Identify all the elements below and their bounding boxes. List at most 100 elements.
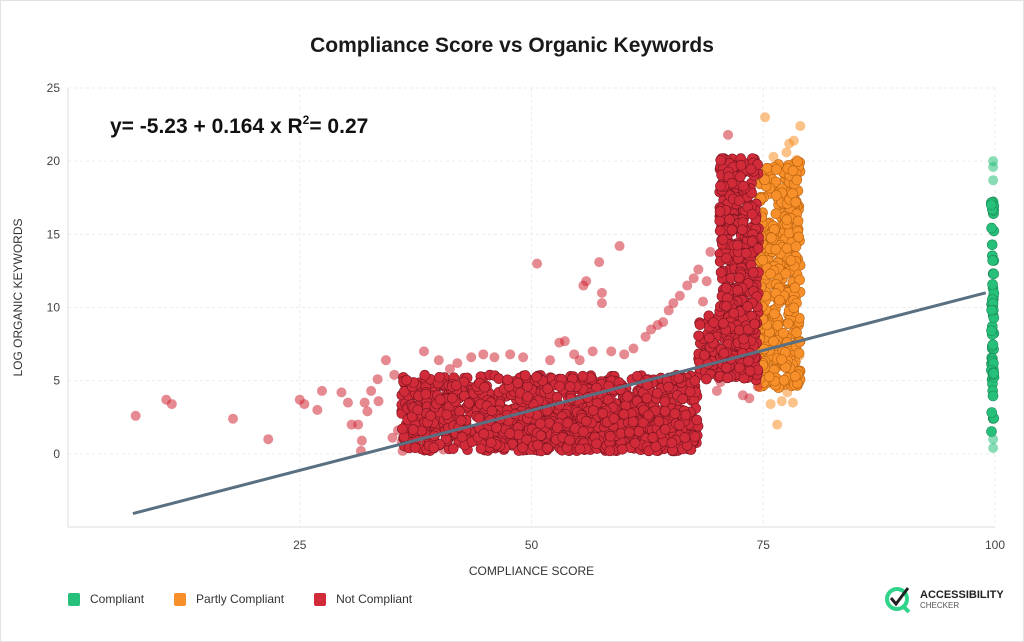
- data-point: [312, 404, 323, 415]
- data-point: [475, 443, 487, 455]
- data-point: [673, 373, 685, 384]
- data-point: [699, 349, 710, 361]
- data-point: [757, 254, 769, 266]
- data-point: [988, 368, 1000, 379]
- data-point: [166, 399, 177, 410]
- data-point: [532, 439, 543, 451]
- checkmark-logo-icon: [885, 587, 911, 614]
- data-point: [604, 431, 616, 442]
- data-point: [776, 396, 787, 407]
- x-tick-label: 100: [985, 538, 1005, 552]
- data-point: [456, 431, 468, 443]
- data-point: [606, 346, 617, 357]
- data-point: [747, 267, 759, 278]
- data-point: [372, 374, 383, 385]
- data-point: [987, 255, 998, 266]
- y-tick-label: 20: [47, 154, 61, 168]
- data-point: [781, 147, 792, 158]
- legend-item-not-compliant[interactable]: Not Compliant: [314, 592, 412, 606]
- data-point: [742, 301, 754, 312]
- data-point: [724, 214, 735, 225]
- data-point: [720, 300, 732, 312]
- data-point: [988, 268, 999, 280]
- data-point: [463, 398, 475, 409]
- x-tick-label: 75: [757, 538, 771, 552]
- data-point: [478, 428, 490, 440]
- data-point: [663, 381, 674, 393]
- data-point: [633, 426, 645, 437]
- data-point: [419, 369, 431, 381]
- data-point: [412, 404, 424, 416]
- legend-item-compliant[interactable]: Compliant: [68, 592, 144, 606]
- data-point: [722, 372, 733, 384]
- data-point: [771, 164, 782, 175]
- data-point: [737, 224, 748, 236]
- data-point: [791, 174, 803, 186]
- data-point: [746, 208, 758, 220]
- data-point: [740, 247, 752, 259]
- data-point: [714, 225, 726, 237]
- data-point: [986, 325, 997, 336]
- data-point: [715, 267, 727, 278]
- data-point: [452, 358, 463, 369]
- data-point: [677, 393, 689, 405]
- data-point: [517, 442, 528, 454]
- y-tick-label: 15: [47, 227, 61, 241]
- legend-item-partly-compliant[interactable]: Partly Compliant: [174, 592, 284, 606]
- data-point: [679, 432, 691, 443]
- data-point: [718, 347, 730, 359]
- data-point: [407, 424, 419, 435]
- data-point: [455, 415, 467, 426]
- data-point: [564, 434, 575, 446]
- data-point: [704, 332, 715, 344]
- data-point: [738, 180, 749, 192]
- data-point: [714, 206, 726, 217]
- data-point: [444, 363, 455, 374]
- y-tick-label: 25: [47, 81, 61, 95]
- data-point: [653, 415, 665, 427]
- data-point: [535, 430, 547, 441]
- data-point: [765, 399, 776, 410]
- data-point: [389, 369, 400, 380]
- data-point: [684, 386, 696, 398]
- data-point: [776, 354, 787, 365]
- data-point: [792, 156, 803, 167]
- data-point: [299, 399, 310, 410]
- data-point: [674, 290, 685, 301]
- legend-swatch-not-compliant: [314, 592, 327, 606]
- legend-label: Compliant: [90, 592, 145, 606]
- data-point: [768, 335, 779, 347]
- data-point: [362, 406, 373, 417]
- data-point: [752, 243, 764, 254]
- data-point: [791, 327, 802, 338]
- data-point: [631, 371, 643, 382]
- data-point: [447, 443, 459, 454]
- data-point: [518, 352, 529, 363]
- data-point: [986, 407, 998, 418]
- data-point: [778, 327, 789, 339]
- data-point: [693, 264, 704, 275]
- data-point: [734, 171, 746, 182]
- data-point: [795, 121, 806, 132]
- data-point: [781, 243, 793, 254]
- legend-swatch-compliant: [68, 592, 80, 606]
- data-point: [790, 241, 802, 252]
- data-point: [763, 371, 775, 383]
- data-point: [651, 388, 663, 399]
- data-point: [373, 396, 384, 407]
- data-point: [782, 318, 794, 329]
- data-point: [450, 380, 462, 391]
- data-point: [787, 397, 798, 408]
- data-point: [697, 296, 708, 307]
- data-point: [434, 371, 445, 383]
- data-point: [790, 371, 801, 382]
- data-point: [781, 214, 793, 225]
- data-point: [643, 409, 654, 421]
- legend-label: Partly Compliant: [196, 592, 285, 606]
- data-point: [780, 268, 792, 280]
- data-point: [531, 371, 542, 383]
- data-point: [734, 324, 745, 336]
- data-point: [988, 175, 999, 186]
- data-point: [674, 419, 685, 431]
- data-point: [772, 320, 784, 331]
